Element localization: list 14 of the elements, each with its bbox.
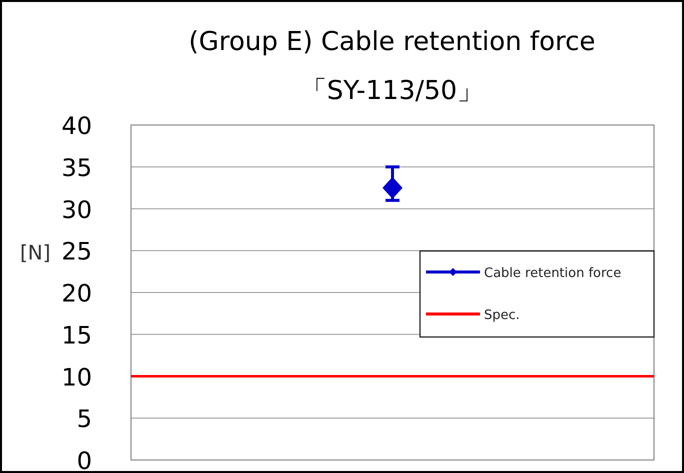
y-tick-label: 15 xyxy=(61,321,92,350)
y-tick-label: 20 xyxy=(61,280,92,308)
chart-subtitle: 「SY-113/50」 xyxy=(300,76,484,106)
y-tick-label: 40 xyxy=(61,112,92,140)
y-tick-label: 5 xyxy=(76,405,92,434)
chart-title: (Group E) Cable retention force xyxy=(188,27,596,57)
y-tick-label: 30 xyxy=(61,196,92,224)
y-tick-label: 10 xyxy=(61,363,92,392)
y-tick-label: 35 xyxy=(61,154,92,182)
legend-label: Cable retention force xyxy=(484,266,622,281)
y-tick-label: 0 xyxy=(76,447,92,473)
y-axis-title: [N] xyxy=(20,240,51,265)
legend-label: Spec. xyxy=(484,308,520,323)
y-tick-label: 25 xyxy=(61,238,92,266)
